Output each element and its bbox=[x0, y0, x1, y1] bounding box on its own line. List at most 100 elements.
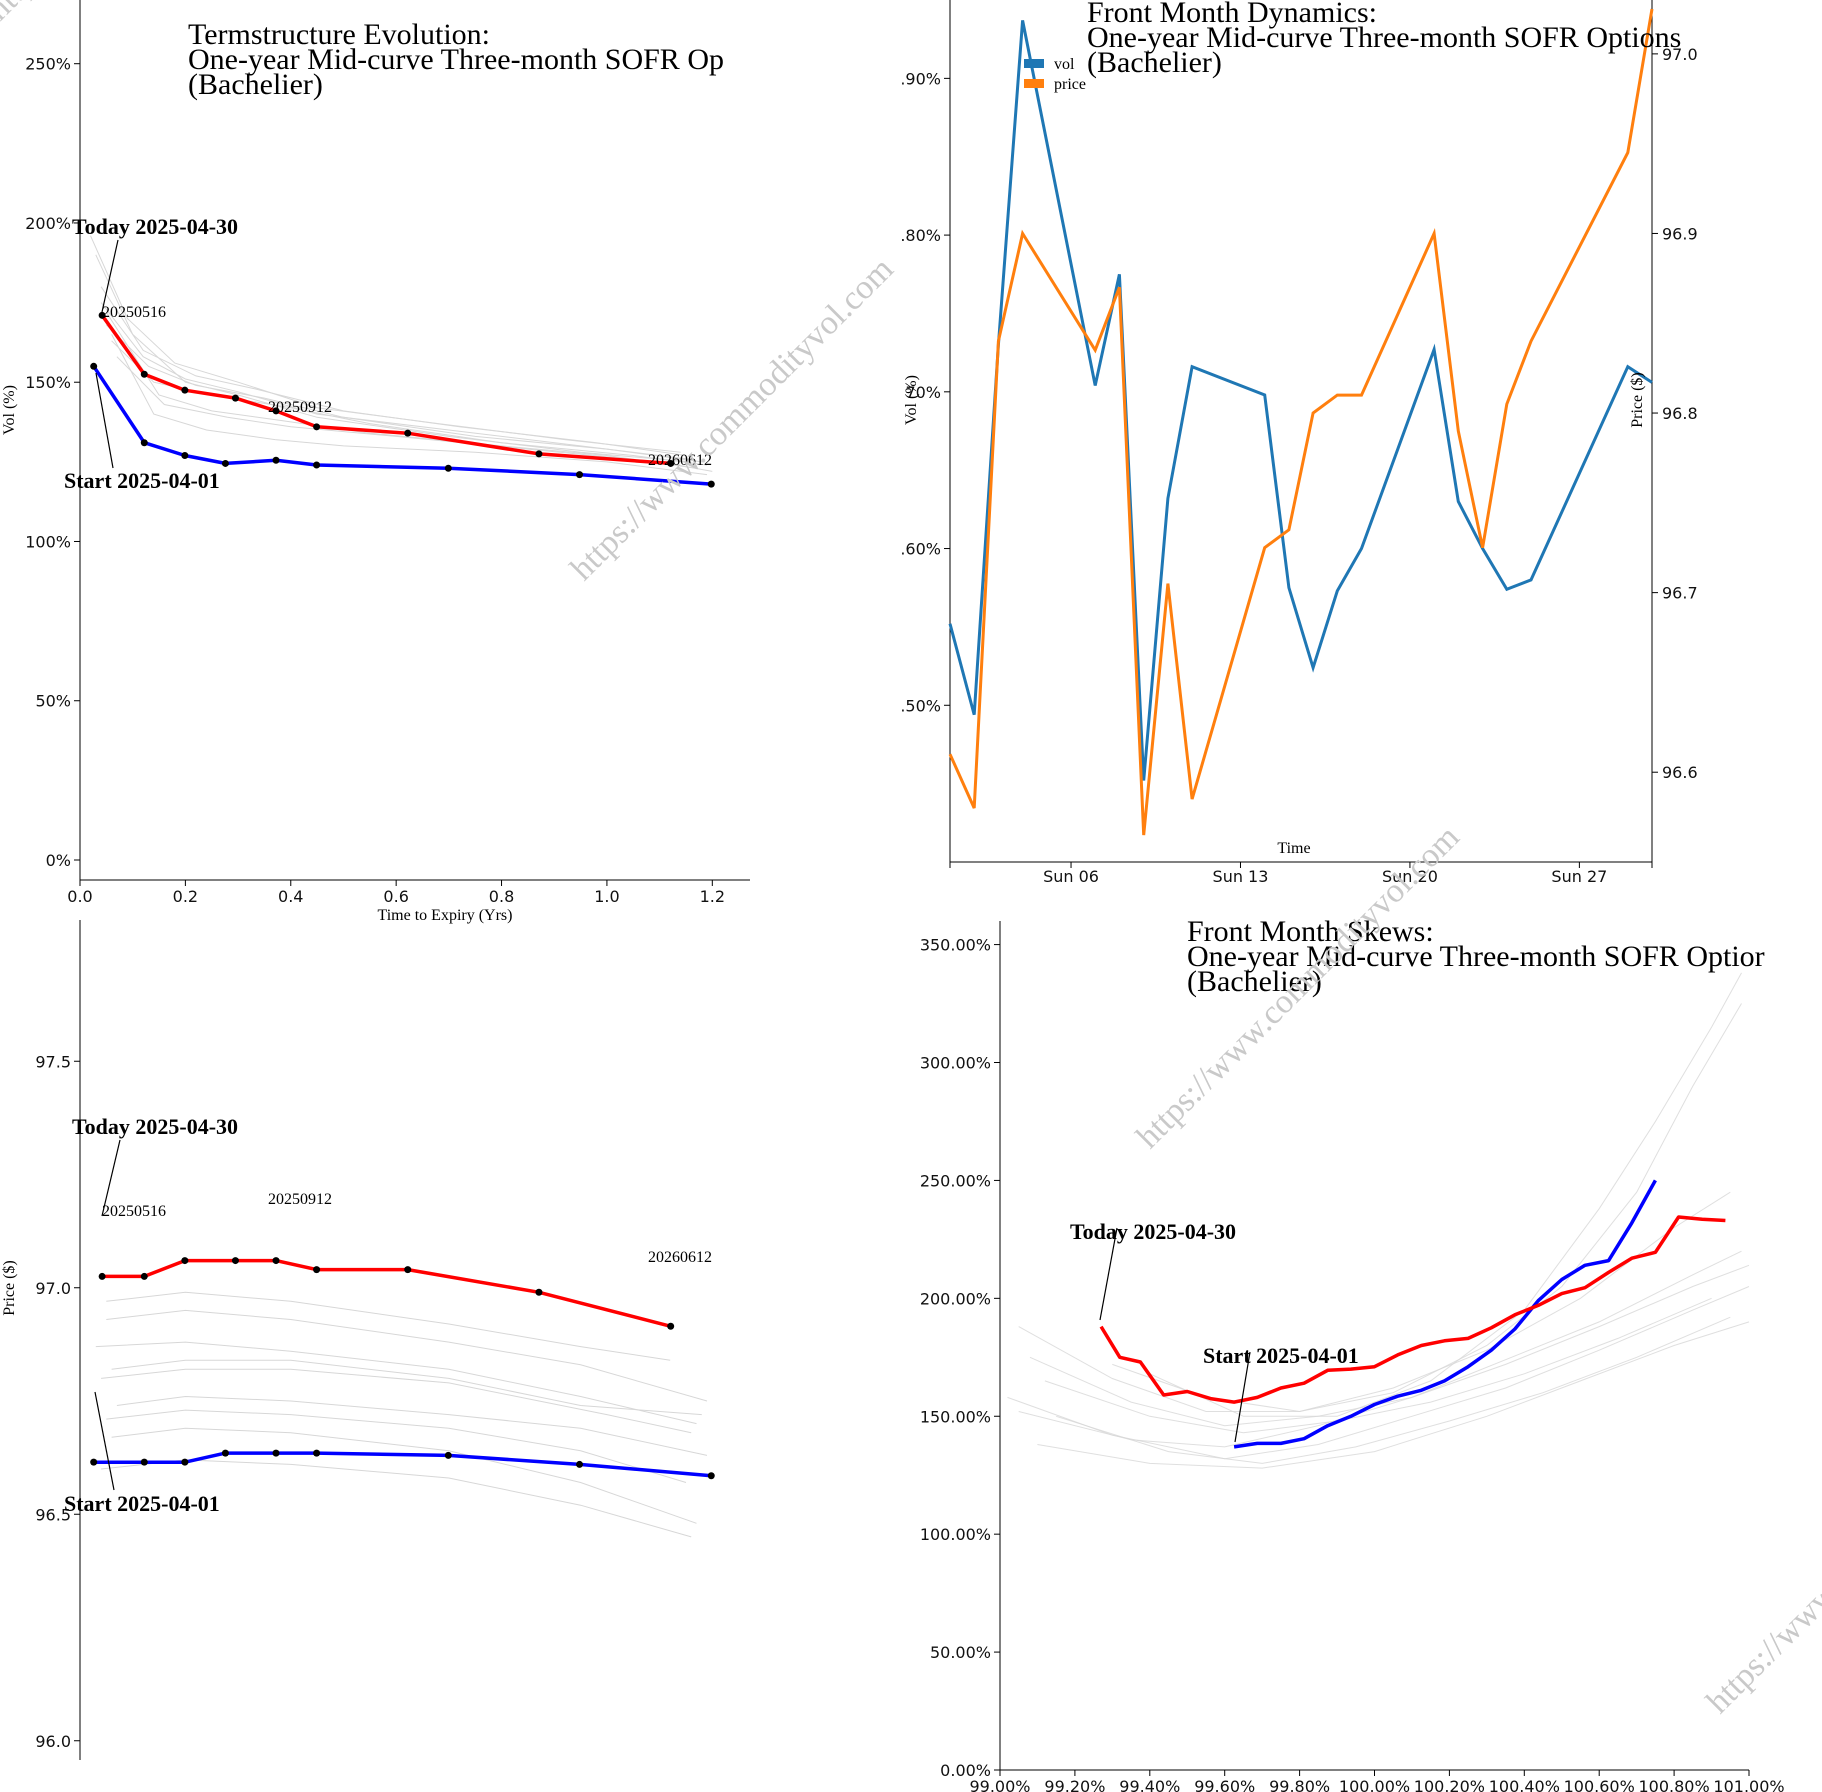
series-lines bbox=[90, 311, 715, 488]
expiry-label-2: 20250912 bbox=[268, 1191, 332, 1208]
history-curve bbox=[106, 1291, 671, 1361]
start-curve-line bbox=[1233, 1179, 1657, 1449]
expiry-label-2: 20250912 bbox=[268, 399, 332, 416]
skew-y-tick-label: 200.00% bbox=[920, 1289, 991, 1308]
today-curve-point bbox=[272, 407, 280, 415]
start-curve-point bbox=[272, 456, 280, 464]
start-curve-point bbox=[707, 1472, 715, 1480]
chart-title-line-3: (Bachelier) bbox=[1087, 46, 1222, 79]
today-arrow bbox=[1099, 1227, 1118, 1321]
legend-swatch-price bbox=[1024, 79, 1044, 88]
dynamics-right-y-tick-label: 97.0 bbox=[1662, 45, 1698, 64]
dynamics-left-y-tick-label: .50% bbox=[900, 696, 941, 715]
start-annotation: Start 2025-04-01 bbox=[1203, 1343, 1359, 1368]
start-curve-point bbox=[140, 439, 148, 447]
skew-y-tick-label: 300.00% bbox=[920, 1054, 991, 1073]
chart-title-line-3: (Bachelier) bbox=[1187, 965, 1322, 998]
expiry-label-3: 20260612 bbox=[648, 1249, 712, 1266]
dynamics-left-y-tick-label: .80% bbox=[900, 226, 941, 245]
history-curves bbox=[90, 235, 713, 476]
history-curve bbox=[100, 286, 687, 456]
start-curve-point bbox=[313, 461, 321, 469]
termvol-x-tick-label: 0.4 bbox=[278, 887, 303, 906]
skew-x-tick-label: 99.20% bbox=[1044, 1777, 1105, 1792]
legend-label-vol: vol bbox=[1054, 56, 1075, 73]
expiry-label-1: 20250516 bbox=[102, 1203, 166, 1220]
expiry-label-1: 20250516 bbox=[102, 304, 166, 321]
today-curve-point bbox=[98, 1272, 106, 1280]
chart-title-line-2: One-year Mid-curve Three-month SOFR Op bbox=[188, 43, 724, 76]
skew-x-tick-label: 99.60% bbox=[1194, 1777, 1255, 1792]
today-arrow bbox=[101, 239, 119, 313]
history-curve bbox=[111, 1427, 697, 1524]
skew-x-tick-label: 100.80% bbox=[1639, 1777, 1710, 1792]
history-curve bbox=[1018, 1191, 1731, 1412]
start-curve-point bbox=[90, 1458, 98, 1466]
history-curve bbox=[101, 1368, 692, 1434]
legend-label-price: price bbox=[1054, 76, 1086, 93]
chart-title-line-2: One-year Mid-curve Three-month SOFR Opti… bbox=[1087, 21, 1681, 54]
today-curve-point bbox=[404, 429, 412, 437]
history-curve bbox=[1007, 1286, 1750, 1460]
today-curve-point bbox=[535, 1288, 543, 1296]
termprice-y-tick-label: 97.5 bbox=[35, 1052, 71, 1071]
skew-x-tick-label: 99.00% bbox=[969, 1777, 1030, 1792]
skew-x-tick-label: 99.40% bbox=[1119, 1777, 1180, 1792]
history-curve bbox=[105, 324, 702, 463]
history-curves bbox=[95, 1291, 708, 1538]
today-annotation: Today 2025-04-30 bbox=[1070, 1219, 1236, 1244]
front-month-skews-chart: 99.00% 99.20% 99.40% 99.60% 99.80% 100.00% 100… bbox=[920, 915, 1785, 1792]
termvol-y-tick-label: 200% bbox=[25, 214, 71, 233]
chart-title-line-1: Front Month Skews: bbox=[1187, 915, 1434, 948]
start-curve-point bbox=[140, 1458, 148, 1466]
skew-x-tick-label: 100.60% bbox=[1564, 1777, 1635, 1792]
start-arrow bbox=[94, 1391, 115, 1491]
today-annotation: Today 2025-04-30 bbox=[72, 214, 238, 239]
dynamics-right-y-tick-label: 96.7 bbox=[1662, 584, 1698, 603]
start-curve-point bbox=[576, 1460, 584, 1468]
watermark-2: https://www.commodityvol.com bbox=[1129, 819, 1466, 1156]
series-lines bbox=[948, 8, 1654, 836]
termvol-x-tick-label: 0.6 bbox=[383, 887, 408, 906]
start-annotation: Start 2025-04-01 bbox=[64, 468, 220, 493]
history-curve bbox=[1056, 1316, 1731, 1464]
start-curve-point bbox=[272, 1449, 280, 1457]
termstructure-vol-chart: 0.0 0.2 0.4 0.6 0.8 1.0 1.2 0% 50% 100% 150% 200% 25… bbox=[1, 0, 750, 924]
history-curve bbox=[1044, 1297, 1712, 1434]
termvol-x-tick-label: 1.2 bbox=[700, 887, 725, 906]
today-curve-point bbox=[404, 1266, 412, 1274]
termstructure-price-chart: 96.0 96.5 97.0 97.5 Price ($) Today 2025-04… bbox=[1, 920, 715, 1760]
axes: 99.00% 99.20% 99.40% 99.60% 99.80% 100.00% 100… bbox=[920, 921, 1785, 1792]
start-curve-point bbox=[707, 480, 715, 488]
history-curve bbox=[1018, 1250, 1742, 1448]
start-annotation: Start 2025-04-01 bbox=[64, 1491, 220, 1516]
skew-y-tick-label: 150.00% bbox=[920, 1407, 991, 1426]
start-curve-point bbox=[221, 459, 229, 467]
today-curve-point bbox=[667, 1322, 675, 1330]
today-curve-point bbox=[231, 394, 239, 402]
today-arrow bbox=[101, 1139, 121, 1217]
termvol-x-tick-label: 1.0 bbox=[594, 887, 619, 906]
termvol-y-tick-label: 0% bbox=[46, 851, 71, 870]
axes: 96.0 96.5 97.0 97.5 bbox=[35, 920, 81, 1760]
dynamics-x-tick-label: Sun 27 bbox=[1551, 867, 1607, 886]
front-month-dynamics-chart: Sun 06 Sun 13 Sun 20 Sun 27 .50% .60% 70% .80%.… bbox=[900, 0, 1698, 886]
today-curve-point bbox=[313, 1266, 321, 1274]
today-curve-point bbox=[140, 370, 148, 378]
skew-x-tick-label: 99.80% bbox=[1269, 1777, 1330, 1792]
start-curve-point bbox=[90, 362, 98, 370]
today-curve-point bbox=[98, 311, 106, 319]
termvol-y-tick-label: 250% bbox=[25, 55, 71, 74]
history-curve bbox=[1037, 1321, 1750, 1469]
start-curve-point bbox=[221, 1449, 229, 1457]
dynamics-left-y-tick-label: .90% bbox=[900, 69, 941, 88]
legend-swatch-vol bbox=[1024, 59, 1044, 68]
termvol-x-tick-label: 0.0 bbox=[67, 887, 92, 906]
termprice-y-tick-label: 96.5 bbox=[35, 1505, 71, 1524]
dynamics-x-tick-label: Sun 13 bbox=[1213, 867, 1269, 886]
history-curve bbox=[95, 254, 692, 463]
history-curve bbox=[106, 1309, 708, 1402]
dynamics-right-y-tick-label: 96.6 bbox=[1662, 763, 1698, 782]
skew-y-tick-label: 0.00% bbox=[940, 1761, 991, 1780]
dynamics-right-y-tick-label: 96.8 bbox=[1662, 404, 1698, 423]
